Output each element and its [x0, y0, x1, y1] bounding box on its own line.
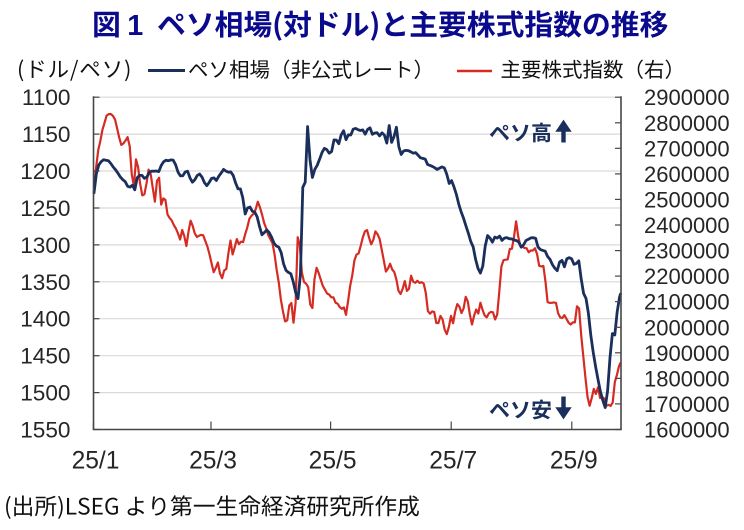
svg-text:2400000: 2400000: [644, 213, 730, 238]
svg-text:25/1: 25/1: [72, 448, 120, 475]
svg-text:1250: 1250: [20, 196, 70, 221]
svg-text:2800000: 2800000: [644, 111, 730, 136]
svg-text:25/9: 25/9: [550, 448, 598, 475]
svg-text:2000000: 2000000: [644, 315, 730, 340]
svg-text:2600000: 2600000: [644, 162, 730, 187]
svg-text:2900000: 2900000: [644, 85, 730, 110]
svg-text:1450: 1450: [20, 344, 70, 369]
svg-text:2300000: 2300000: [644, 239, 730, 264]
svg-text:1: 1: [127, 10, 143, 42]
svg-text:1500: 1500: [20, 381, 70, 406]
svg-text:2200000: 2200000: [644, 264, 730, 289]
svg-text:1300: 1300: [20, 233, 70, 258]
svg-text:1600000: 1600000: [644, 418, 730, 443]
svg-text:1100: 1100: [22, 85, 71, 110]
svg-text:1150: 1150: [22, 122, 71, 147]
svg-text:1350: 1350: [20, 270, 70, 295]
svg-text:1400: 1400: [20, 307, 70, 332]
svg-text:1800000: 1800000: [644, 366, 730, 391]
svg-text:1200: 1200: [20, 159, 70, 184]
svg-text:2700000: 2700000: [644, 136, 730, 161]
svg-text:25/5: 25/5: [309, 448, 357, 475]
svg-text:1700000: 1700000: [644, 392, 730, 417]
svg-text:1900000: 1900000: [644, 341, 730, 366]
svg-text:1550: 1550: [20, 418, 70, 443]
svg-text:2500000: 2500000: [644, 187, 730, 212]
svg-text:25/7: 25/7: [429, 448, 477, 475]
svg-text:2100000: 2100000: [644, 290, 730, 315]
svg-text:25/3: 25/3: [189, 448, 237, 475]
